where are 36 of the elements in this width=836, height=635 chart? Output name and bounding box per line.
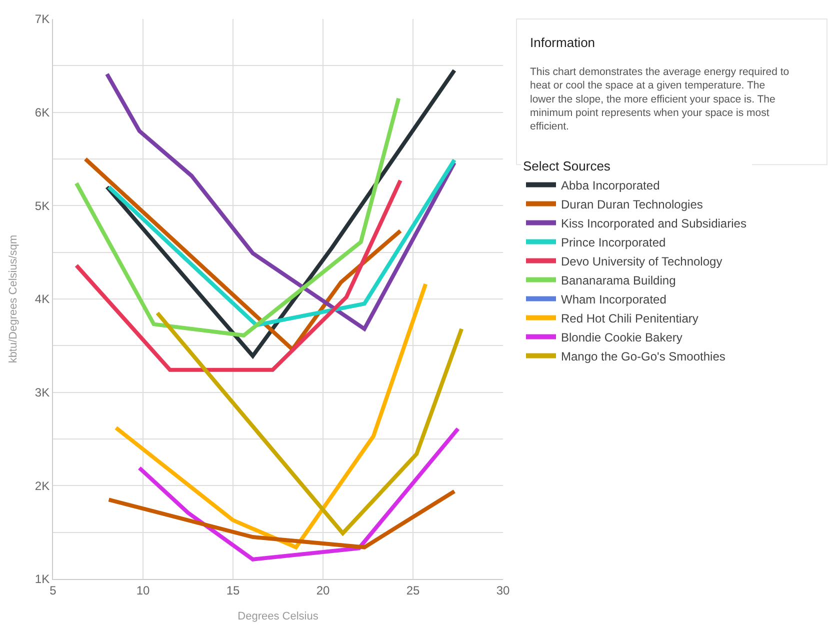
legend-label: Blondie Cookie Bakery: [561, 330, 682, 344]
legend-title: Select Sources: [523, 158, 611, 174]
y-tick-label: 1K: [34, 572, 50, 586]
y-axis-title: kbtu/Degrees Celsius/sqm: [8, 234, 20, 364]
legend-label: Prince Incorporated: [561, 235, 666, 250]
legend-label: Bananarama Building: [561, 273, 676, 288]
y-tick-label: 3K: [34, 386, 50, 400]
line-series: [106, 489, 456, 550]
legend-label: Devo University of Technology: [561, 254, 722, 268]
legend-label: Abba Incorporated: [561, 178, 660, 192]
x-tick-label: 5: [50, 583, 57, 598]
x-axis-title: Degrees Celsius: [238, 610, 319, 623]
line-series: [106, 158, 456, 328]
y-tick-label: 7K: [34, 12, 50, 26]
legend-label: Kiss Incorporated and Subsidiaries: [561, 216, 746, 230]
line-series: [155, 311, 464, 536]
y-tick-label: 4K: [34, 292, 50, 306]
x-tick-label: 10: [136, 583, 150, 598]
text: This chart demonstrates the average energy required to heat or cool the space at a given temperature. The lower the slope, the more efficient your space is. The minimum point represents when your space is most efficient.: [530, 66, 790, 133]
legend-label: Mango the Go-Go's Smoothies: [561, 349, 726, 364]
line-series: [83, 157, 402, 352]
text: Information: [530, 35, 596, 50]
legend-label: Duran Duran Technologies: [561, 197, 703, 212]
legend-label: Wham Incorporated: [561, 292, 666, 306]
x-tick-label: 15: [226, 583, 240, 598]
y-tick-label: 5K: [34, 198, 50, 213]
x-tick-label: 30: [496, 583, 510, 598]
line-series: [114, 282, 428, 550]
line-series: [137, 426, 460, 562]
line-series: [74, 178, 402, 372]
x-tick-label: 25: [406, 583, 420, 598]
legend-label: Red Hot Chili Penitentiary: [561, 311, 698, 326]
x-tick-label: 20: [316, 583, 330, 598]
line-series: [74, 96, 401, 338]
y-tick-label: 2K: [34, 478, 50, 493]
y-tick-label: 6K: [34, 106, 50, 120]
